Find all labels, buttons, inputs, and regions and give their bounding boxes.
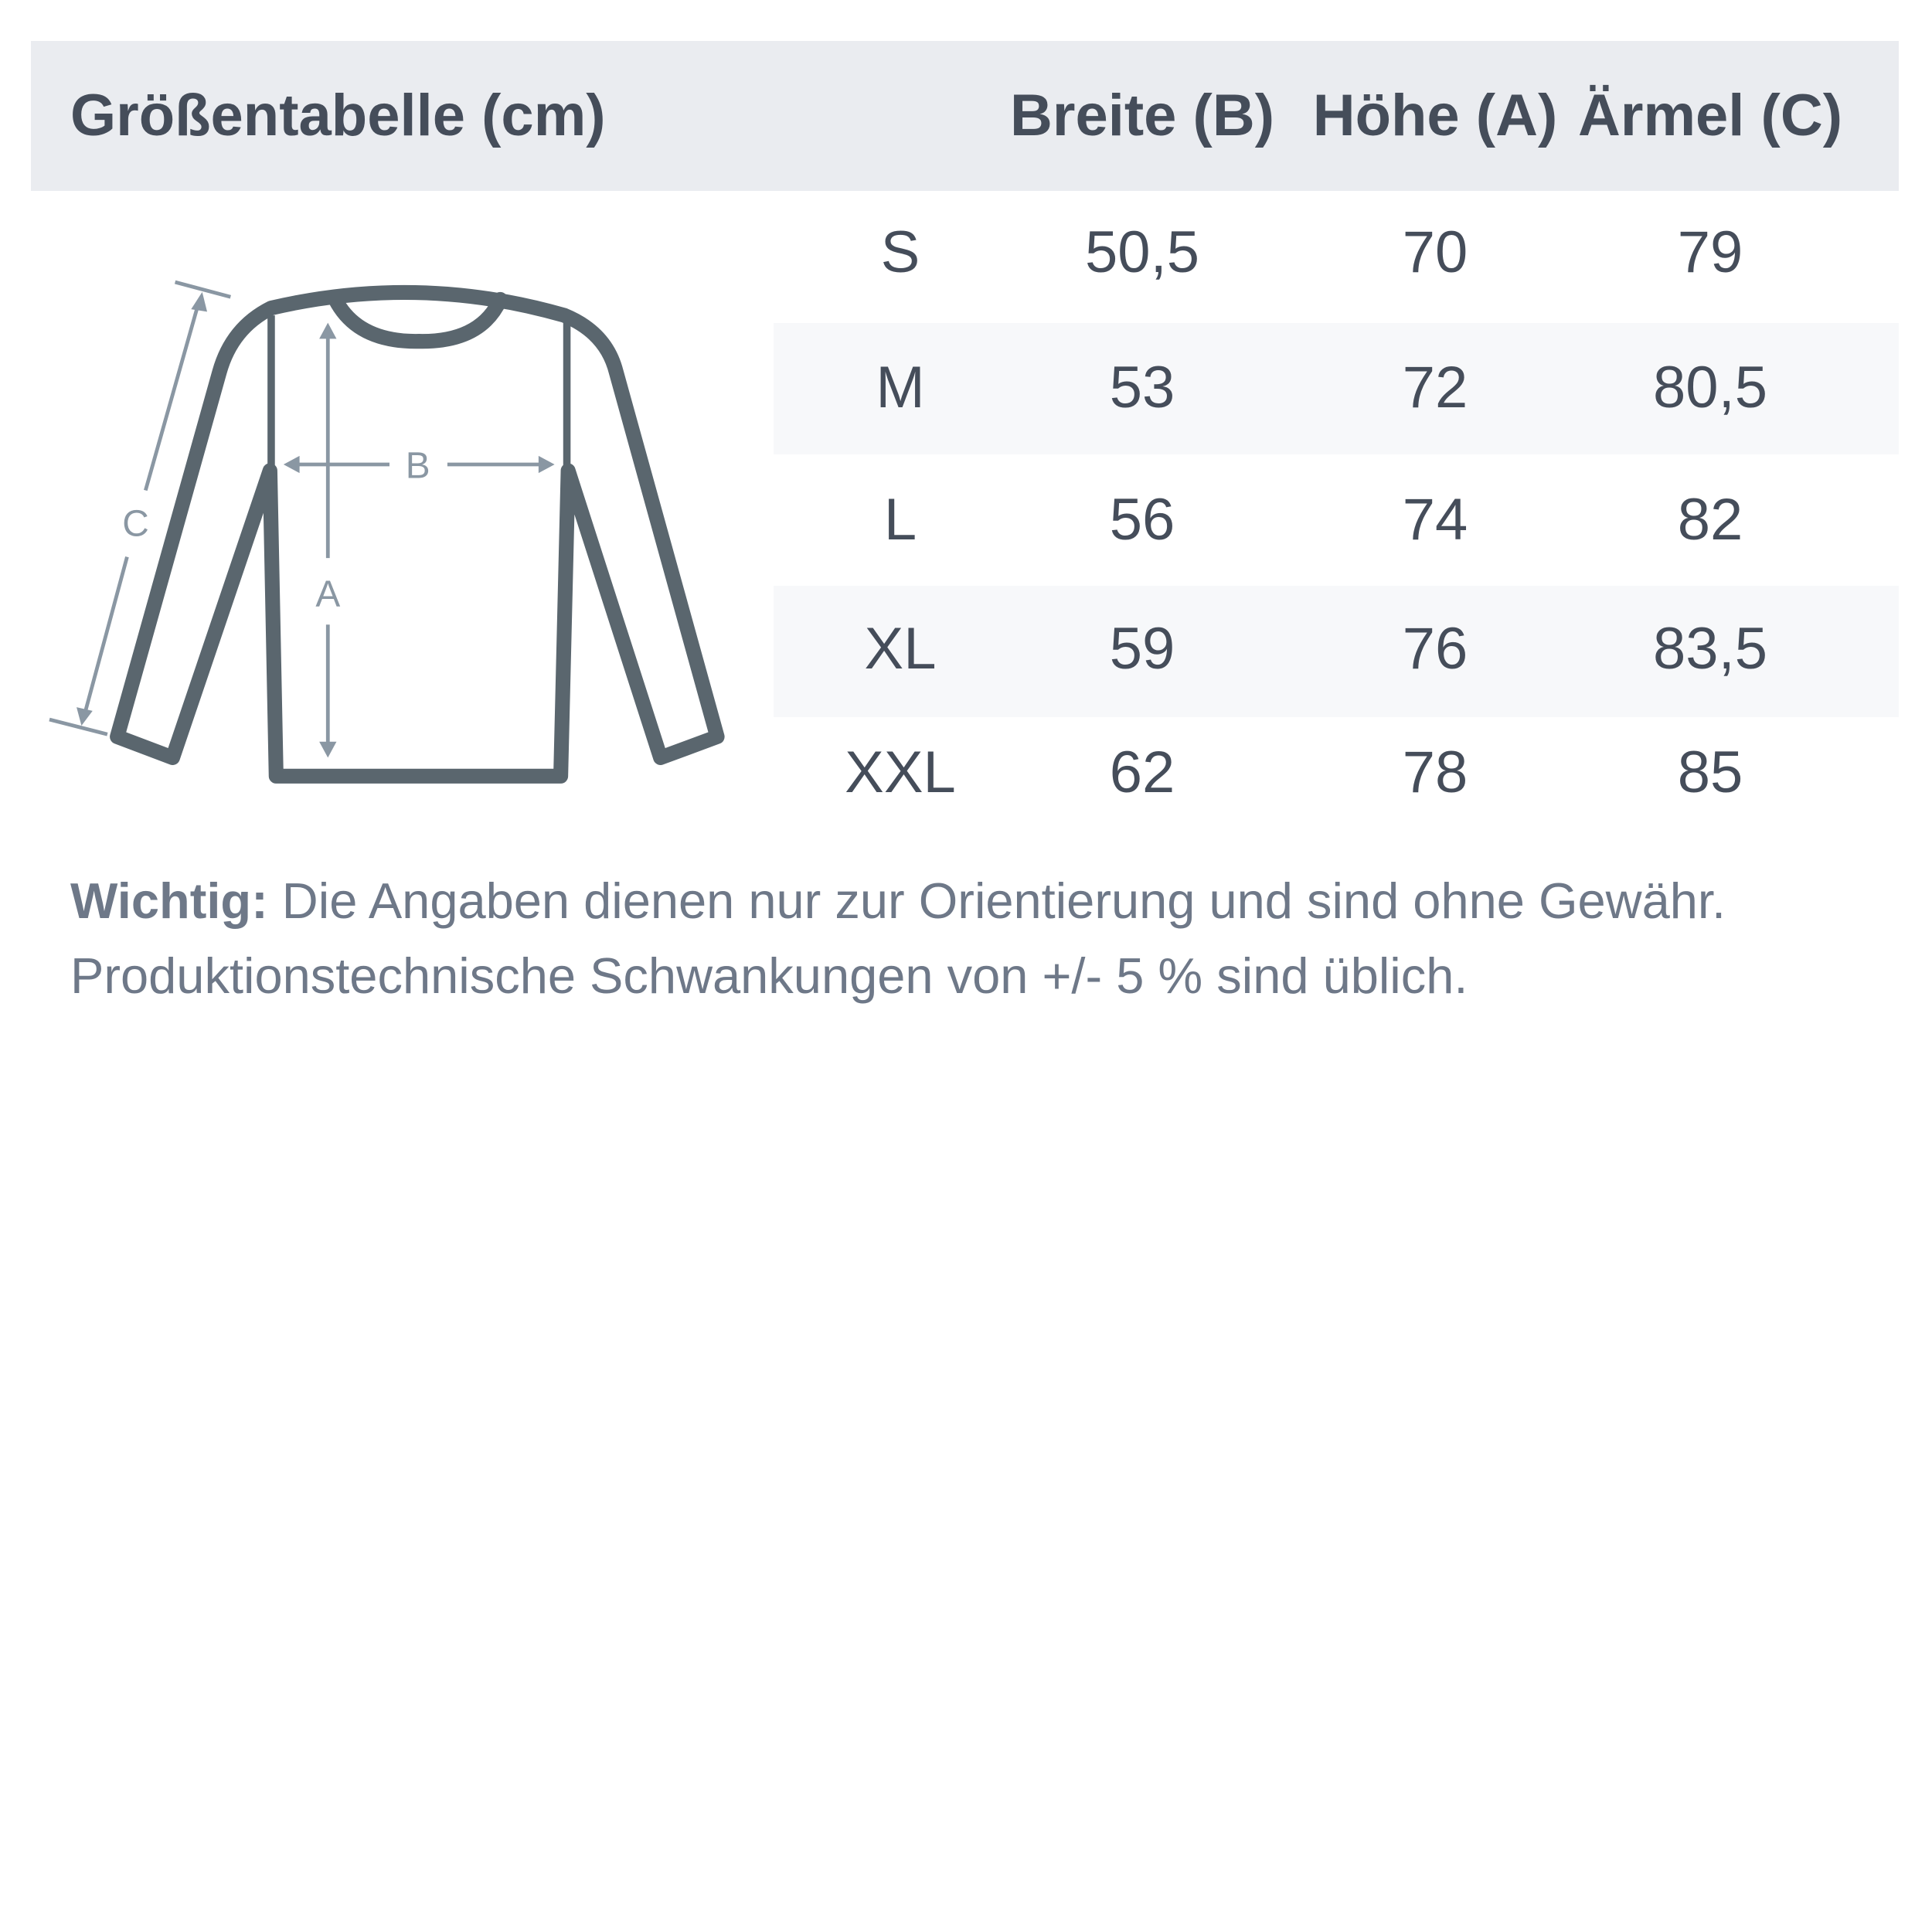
size-label: L [883, 487, 917, 553]
cell-aermel: 82 [1677, 487, 1743, 553]
label-b: B [406, 446, 430, 487]
cell-aermel: 79 [1677, 219, 1743, 285]
label-a: A [315, 573, 340, 614]
note-label: Wichtig: [70, 872, 268, 929]
shirt-collar [328, 291, 509, 349]
cell-breite: 59 [1109, 616, 1175, 682]
row-stripe [774, 586, 1899, 717]
column-header-aermel: Ärmel (C) [1577, 83, 1843, 148]
note-line-1: Wichtig: Die Angaben dienen nur zur Orie… [70, 870, 1726, 932]
cell-breite: 50,5 [1085, 219, 1199, 285]
long-sleeve-shirt-icon: B A C [49, 280, 725, 784]
cell-breite: 62 [1109, 740, 1175, 805]
cell-hoehe: 74 [1402, 487, 1468, 553]
table-header-band [31, 41, 1899, 191]
note-text: Die Angaben dienen nur zur Orientierung … [267, 872, 1726, 929]
shirt-outline [110, 284, 725, 784]
page-title: Größentabelle (cm) [70, 83, 606, 148]
cell-aermel: 85 [1677, 740, 1743, 805]
cell-hoehe: 76 [1402, 616, 1468, 682]
cell-hoehe: 70 [1402, 219, 1468, 285]
size-label: XXL [845, 740, 956, 805]
column-header-hoehe: Höhe (A) [1312, 83, 1558, 148]
cell-hoehe: 72 [1402, 355, 1468, 420]
cell-aermel: 80,5 [1653, 355, 1767, 420]
column-header-breite: Breite (B) [1009, 83, 1275, 148]
label-c: C [122, 503, 149, 544]
cell-hoehe: 78 [1402, 740, 1468, 805]
cell-aermel: 83,5 [1653, 616, 1767, 682]
row-stripe [774, 323, 1899, 454]
size-label: M [876, 355, 925, 420]
note-line-2: Produktionstechnische Schwankungen von +… [70, 947, 1468, 1004]
size-label: S [880, 219, 920, 285]
sleeve-measure-line [144, 302, 201, 492]
cell-breite: 56 [1109, 487, 1175, 553]
cell-breite: 53 [1109, 355, 1175, 420]
size-label: XL [864, 616, 937, 682]
